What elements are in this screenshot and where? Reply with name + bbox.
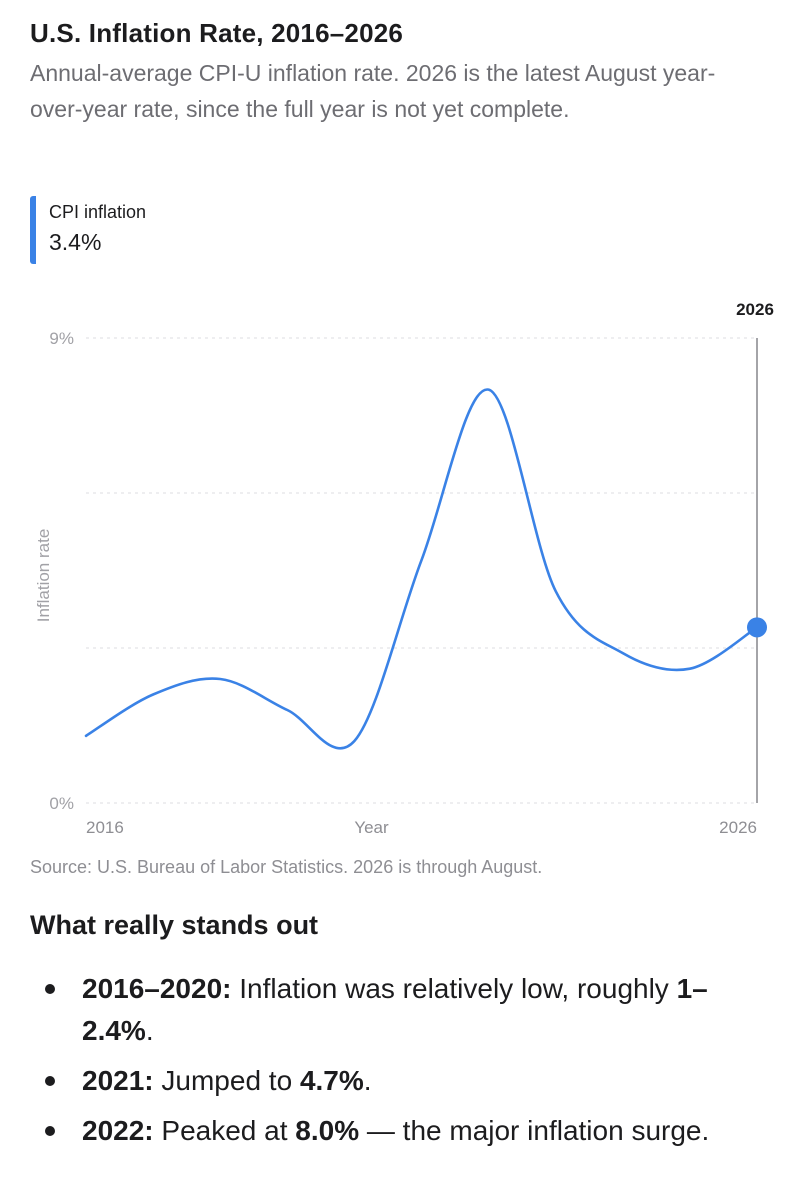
highlights-list: 2016–2020: Inflation was relatively low,… [0,968,785,1160]
list-item-text: Jumped to [153,1065,300,1096]
list-item-text: Inflation was relatively low, roughly [231,973,677,1004]
series-line-cpi-inflation [84,388,759,750]
list-item-emphasis: 8.0% [295,1115,360,1146]
list-item-emphasis: 4.7% [299,1065,364,1096]
x-axis-label: Year [354,818,389,837]
bullet-dot-icon [45,984,55,994]
bullet-dot-icon [45,1076,55,1086]
source-note: Source: U.S. Bureau of Labor Statistics.… [30,857,543,877]
list-item-text: Peaked at [153,1115,296,1146]
legend-series-name: CPI inflation [49,202,147,222]
list-item-emphasis: 2022: [82,1115,154,1146]
y-axis-label: Inflation rate [34,529,53,623]
list-item-emphasis: 2021: [82,1065,154,1096]
section-title: What really stands out [30,910,319,940]
list-item-emphasis: 2016–2020: [82,973,232,1004]
list-item: 2021: Jumped to 4.7%. [0,1060,732,1102]
list-item-text: . [363,1065,372,1096]
list-item: 2016–2020: Inflation was relatively low,… [0,968,732,1052]
list-item-text: . [145,1015,154,1046]
chart-title: U.S. Inflation Rate, 2016–2026 [30,18,404,48]
list-item: 2022: Peaked at 8.0% — the major inflati… [0,1110,732,1152]
legend: CPI inflation 3.4% [30,196,146,264]
x-tick-label: 2026 [719,818,757,837]
y-tick-label: 0% [49,794,74,813]
data-point-latest [747,617,767,638]
x-tick-label: 2016 [86,818,124,837]
line-chart[interactable]: 9% 0% Inflation rate 2016 2026 Year 2026 [0,290,785,850]
list-item-text: — the major inflation surge. [359,1115,710,1146]
legend-current-value: 3.4% [49,229,102,255]
chart-subtitle: Annual-average CPI-U inflation rate. 202… [30,60,716,122]
list-item-emphasis: 1–2.4% [82,973,708,1046]
bullet-dot-icon [45,1126,55,1136]
highlight-year-label: 2026 [736,300,774,319]
y-tick-label: 9% [49,329,74,348]
